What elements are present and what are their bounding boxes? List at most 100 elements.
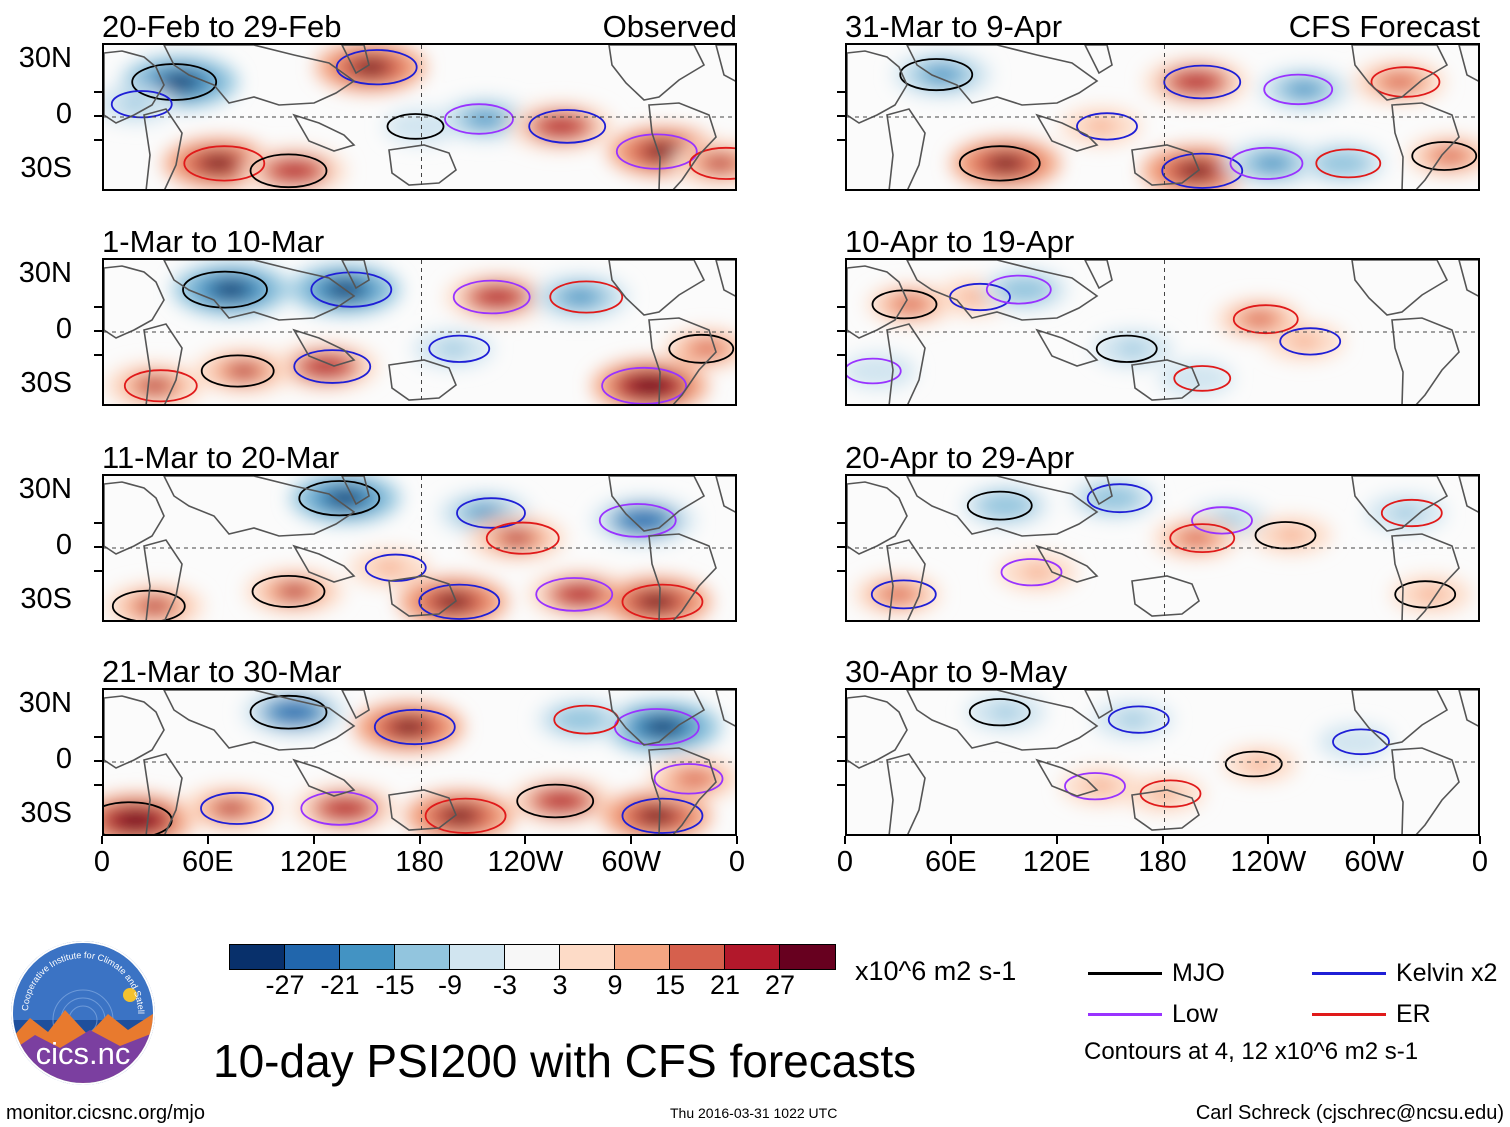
lon-label: 180 xyxy=(1138,846,1187,878)
contour-line xyxy=(1163,64,1242,100)
contour-line xyxy=(1394,580,1457,609)
coastline xyxy=(886,323,926,404)
coastline xyxy=(143,108,183,189)
contour-line xyxy=(1064,772,1126,801)
lat-label: 30S xyxy=(20,152,72,184)
cics-logo: Cooperative Institute for Climate and Sa… xyxy=(7,932,156,1086)
lon-label: 120W xyxy=(1230,846,1307,878)
contour-line xyxy=(601,366,687,404)
coastline xyxy=(163,690,356,751)
contour-line xyxy=(183,145,266,182)
coastline xyxy=(1084,476,1113,506)
lat-tick xyxy=(837,306,845,308)
lon-label: 0 xyxy=(93,846,111,878)
legend-swatch xyxy=(1088,972,1162,975)
anomaly-blob xyxy=(326,489,365,507)
contour-line xyxy=(689,146,735,180)
lon-tick xyxy=(101,836,103,844)
lat-tick xyxy=(837,91,845,93)
anomaly-blob xyxy=(468,505,502,521)
contour-line xyxy=(966,490,1033,521)
lat-tick xyxy=(837,115,845,117)
anomaly-blob xyxy=(213,800,249,817)
contour-line xyxy=(871,289,938,320)
contour-line xyxy=(249,153,328,189)
coastline xyxy=(1131,789,1200,831)
main-title: 10-day PSI200 with CFS forecasts xyxy=(213,1035,917,1087)
anomaly-blob xyxy=(479,288,516,306)
lon-tick xyxy=(524,836,527,844)
coastline xyxy=(292,328,356,367)
anomaly-blob xyxy=(637,593,676,611)
contour-line xyxy=(335,49,418,86)
panel-tag: CFS Forecast xyxy=(1288,9,1480,44)
lat-tick xyxy=(94,139,102,141)
anomaly-blob xyxy=(1417,587,1446,601)
contour-line xyxy=(549,280,624,314)
legend-swatch xyxy=(1088,1013,1162,1016)
coastline xyxy=(341,476,370,506)
contour-line xyxy=(1173,365,1232,392)
anomaly-blob xyxy=(882,587,913,602)
coastline xyxy=(648,747,717,834)
coastline xyxy=(388,144,457,186)
psi200-map xyxy=(845,474,1480,622)
footer-url[interactable]: monitor.cicsnc.org/mjo xyxy=(6,1102,205,1124)
anomaly-blob xyxy=(1383,74,1416,90)
contour-line xyxy=(418,583,501,620)
lat-tick xyxy=(837,139,845,141)
contour-line xyxy=(653,763,724,795)
coastline xyxy=(715,45,735,82)
lat-tick xyxy=(837,522,845,524)
contour-line xyxy=(364,553,427,582)
lat-tick xyxy=(837,784,845,786)
coastline xyxy=(1351,476,1449,532)
coastline xyxy=(886,539,926,620)
lat-tick xyxy=(94,522,102,524)
anomaly-blob xyxy=(1087,119,1115,133)
anomaly-blob xyxy=(1327,156,1358,171)
coastline xyxy=(1035,544,1099,583)
anomaly-blob xyxy=(1246,757,1273,771)
anomaly-blob xyxy=(543,792,580,810)
footer-author: Carl Schreck (cjschrec@ncsu.edu) xyxy=(1195,1102,1504,1124)
lon-label: 60E xyxy=(925,846,977,878)
coastline xyxy=(1391,102,1460,189)
contour-line xyxy=(182,270,268,309)
contour-line xyxy=(310,271,393,308)
lon-label: 0 xyxy=(728,846,746,878)
coastline xyxy=(906,260,1099,321)
coastline xyxy=(886,753,926,834)
colorbar-cell xyxy=(780,945,835,969)
coastline xyxy=(163,260,356,321)
coastline xyxy=(1391,317,1460,404)
lat-tick xyxy=(94,570,102,572)
anomaly-blob xyxy=(991,705,1020,719)
anomaly-blob xyxy=(990,498,1021,513)
coastline xyxy=(1131,575,1200,617)
coastline xyxy=(608,690,706,746)
lon-label: 0 xyxy=(1471,846,1489,878)
anomaly-blob xyxy=(960,290,988,304)
coastline xyxy=(847,695,908,769)
contour-line xyxy=(200,354,275,388)
contour-line xyxy=(428,334,491,363)
colorbar-cell xyxy=(395,945,450,969)
panel-title: 11-Mar to 20-Mar xyxy=(102,440,340,475)
anomaly-blob xyxy=(637,807,676,825)
anomaly-blob xyxy=(986,154,1025,173)
lon-tick xyxy=(736,836,738,844)
colorbar-label: -15 xyxy=(375,970,415,1000)
anomaly-blob xyxy=(1342,735,1368,748)
coastline xyxy=(648,317,717,404)
contour-line xyxy=(1169,523,1236,554)
lon-tick xyxy=(844,836,846,844)
contour-line xyxy=(615,133,698,170)
colorbar-cell xyxy=(615,945,670,969)
coastline xyxy=(1035,113,1099,152)
coastline xyxy=(906,690,1099,751)
psi200-map xyxy=(102,474,737,622)
panel-title: 30-Apr to 9-May xyxy=(845,654,1068,689)
anomaly-blob xyxy=(543,118,580,135)
lon-tick xyxy=(1479,836,1481,844)
